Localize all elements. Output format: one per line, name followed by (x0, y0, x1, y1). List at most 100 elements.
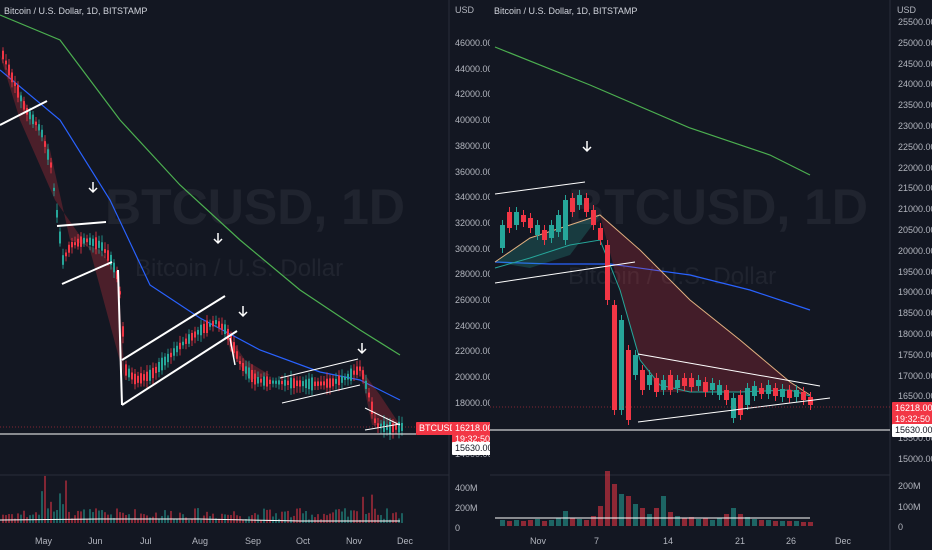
candle-body (500, 225, 505, 248)
candle-body (245, 366, 247, 374)
volume-bar (371, 494, 373, 523)
right-chart-title: Bitcoin / U.S. Dollar, 1D, BITSTAMP (494, 6, 638, 16)
candle-body (654, 378, 659, 392)
volume-bar (251, 515, 253, 523)
volume-bar (591, 516, 596, 526)
candle-body (549, 225, 554, 238)
candle-body (41, 129, 43, 138)
time-tick-label: May (35, 536, 53, 546)
candle-body (794, 390, 799, 397)
volume-bar (731, 508, 736, 526)
candle-body (38, 124, 40, 131)
left-support-level-tag: 15630.00 (452, 442, 490, 455)
candle-body (766, 385, 771, 394)
time-tick-label: Jul (140, 536, 152, 546)
volume-bar (350, 510, 352, 523)
time-tick-label: Dec (397, 536, 414, 546)
candle-body (640, 370, 645, 390)
candle-body (633, 355, 638, 375)
down-arrow-icon (213, 233, 223, 245)
candle-body (113, 262, 115, 273)
left-chart-pane[interactable]: BTCUSD, 1D Bitcoin / U.S. Dollar Bitcoin… (0, 0, 490, 550)
volume-bar (661, 496, 666, 526)
candle-body (675, 380, 680, 388)
candle-body (2, 50, 4, 60)
candle-body (233, 342, 235, 353)
candle-body (344, 376, 346, 380)
candle-body (89, 237, 91, 246)
candle-body (47, 149, 49, 160)
volume-bar (53, 511, 55, 523)
candle-body (591, 210, 596, 225)
candle-body (556, 215, 561, 232)
time-tick-label: Sep (245, 536, 262, 546)
volume-bar (275, 513, 277, 523)
price-tick-label: 18000.00 (898, 329, 932, 339)
price-tick-label: 22500.00 (898, 141, 932, 152)
volume-bar (8, 514, 10, 523)
candle-body (281, 380, 283, 385)
candle-body (323, 381, 325, 386)
candle-body (119, 291, 121, 295)
candle-body (80, 236, 82, 247)
price-tick-label: 15500.00 (898, 433, 932, 443)
right-last-price: 16218.00 (895, 403, 932, 413)
volume-bar (59, 493, 61, 523)
left-chart-title: Bitcoin / U.S. Dollar, 1D, BITSTAMP (4, 6, 148, 16)
ma-green-line (0, 14, 401, 356)
volume-bar (191, 518, 193, 523)
price-tick-label: 44000.00 (455, 63, 490, 74)
candle-body (335, 378, 337, 384)
trendline (121, 295, 226, 361)
volume-bar (647, 514, 652, 526)
volume-bar (17, 513, 19, 523)
volume-bar (131, 519, 133, 523)
right-currency-label: USD (897, 5, 917, 15)
candle-body (218, 321, 220, 328)
price-tick-label: 40000.00 (455, 115, 490, 126)
volume-bar (724, 514, 729, 526)
candle-body (269, 379, 271, 385)
price-tick-label: 36000.00 (455, 166, 490, 177)
volume-bar (745, 517, 750, 526)
volume-bar (56, 509, 58, 523)
candle-body (317, 381, 319, 386)
price-tick-label: 30000.00 (455, 243, 490, 254)
candle-body (236, 351, 238, 359)
candle-body (74, 242, 76, 246)
candle-body (341, 375, 343, 383)
candle-body (362, 370, 364, 380)
volume-bar (521, 521, 526, 526)
candle-body (780, 389, 785, 397)
cloud-fill (600, 215, 810, 395)
volume-bar (311, 514, 313, 523)
time-tick-label: Nov (346, 536, 363, 546)
volume-tick-label: 200M (898, 481, 921, 491)
candle-body (62, 255, 64, 265)
volume-bar (200, 519, 202, 523)
candle-body (191, 332, 193, 341)
trendline (637, 397, 831, 423)
volume-bar (260, 519, 262, 523)
time-tick-label: 7 (594, 536, 600, 546)
price-tick-label: 23500.00 (898, 100, 932, 111)
candle-body (170, 352, 172, 358)
trendline (494, 261, 636, 284)
volume-bar (332, 512, 334, 523)
candle-body (359, 366, 361, 371)
price-tick-label: 42000.00 (455, 89, 490, 100)
trendline (0, 100, 48, 126)
candle-body (293, 378, 295, 389)
candle-body (801, 392, 806, 400)
candle-body (137, 375, 139, 383)
left-chart-canvas[interactable] (0, 0, 490, 550)
right-chart-canvas[interactable] (490, 0, 932, 550)
time-tick-label: Oct (296, 536, 311, 546)
candle-body (224, 324, 226, 335)
volume-bar (122, 512, 124, 523)
volume-bar (374, 508, 376, 523)
right-chart-pane[interactable]: BTCUSD, 1D Bitcoin / U.S. Dollar Bitcoin… (490, 0, 932, 550)
candle-body (98, 240, 100, 248)
candle-body (808, 397, 813, 405)
volume-bar (395, 512, 397, 523)
